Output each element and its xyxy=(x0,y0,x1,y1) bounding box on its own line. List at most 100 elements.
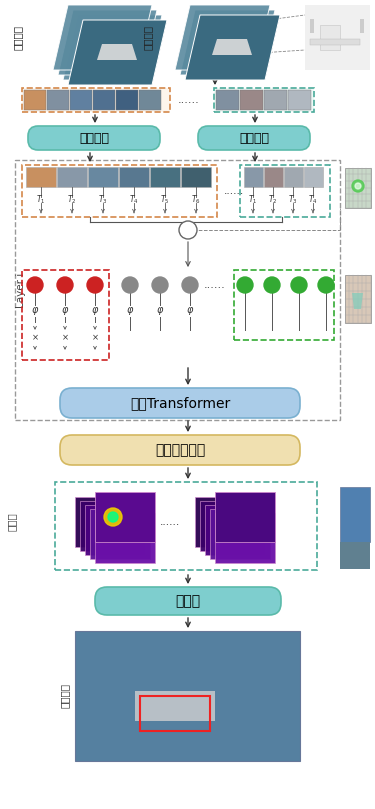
Bar xyxy=(116,90,138,110)
Polygon shape xyxy=(68,20,167,85)
FancyBboxPatch shape xyxy=(28,126,160,150)
Bar xyxy=(75,631,300,761)
Bar xyxy=(200,501,260,551)
Circle shape xyxy=(27,277,43,293)
Circle shape xyxy=(318,277,334,293)
Circle shape xyxy=(104,508,122,526)
Polygon shape xyxy=(97,44,137,60)
Bar xyxy=(85,505,145,555)
Text: $\times$: $\times$ xyxy=(91,333,99,343)
Text: $T_3$: $T_3$ xyxy=(288,193,298,206)
Circle shape xyxy=(352,180,364,192)
Text: $\varphi$: $\varphi$ xyxy=(156,305,164,317)
Bar xyxy=(140,696,210,731)
Bar xyxy=(360,19,364,33)
Bar xyxy=(304,167,323,187)
Text: $\varphi$: $\varphi$ xyxy=(126,305,134,317)
Text: 模板图像: 模板图像 xyxy=(13,24,23,49)
Bar xyxy=(70,90,92,110)
Bar xyxy=(95,492,155,542)
Polygon shape xyxy=(68,20,167,85)
Bar xyxy=(47,90,69,110)
Bar xyxy=(119,167,149,187)
Bar xyxy=(80,501,140,551)
Circle shape xyxy=(182,277,198,293)
Polygon shape xyxy=(175,5,270,70)
Text: 特征聚合模块: 特征聚合模块 xyxy=(155,443,205,457)
Circle shape xyxy=(57,277,73,293)
FancyBboxPatch shape xyxy=(198,126,310,150)
Text: $T_4$: $T_4$ xyxy=(308,193,318,206)
FancyBboxPatch shape xyxy=(95,587,281,615)
Polygon shape xyxy=(352,293,363,309)
Circle shape xyxy=(355,183,361,189)
Bar xyxy=(240,165,330,217)
Bar xyxy=(135,691,215,721)
Bar xyxy=(22,88,170,112)
Text: 补丁嵌入: 补丁嵌入 xyxy=(239,132,269,145)
FancyBboxPatch shape xyxy=(60,388,300,418)
Bar xyxy=(150,167,180,187)
Bar xyxy=(216,90,239,110)
Bar xyxy=(214,88,314,112)
Text: $T_2$: $T_2$ xyxy=(67,193,77,206)
Polygon shape xyxy=(212,39,252,55)
Bar xyxy=(244,167,263,187)
Text: $\varphi$: $\varphi$ xyxy=(91,305,99,317)
Text: ......: ...... xyxy=(160,517,180,527)
Text: $T_2$: $T_2$ xyxy=(268,193,278,206)
Text: ......: ...... xyxy=(224,186,244,196)
Bar xyxy=(181,167,211,187)
Bar xyxy=(240,90,263,110)
Bar xyxy=(205,505,265,555)
Circle shape xyxy=(122,277,138,293)
Bar xyxy=(340,542,370,569)
Bar xyxy=(310,39,360,45)
Bar xyxy=(95,513,155,563)
Polygon shape xyxy=(185,15,280,80)
Bar xyxy=(90,509,150,559)
Polygon shape xyxy=(180,10,275,75)
Bar xyxy=(195,497,255,547)
Text: $T_1$: $T_1$ xyxy=(248,193,258,206)
Polygon shape xyxy=(53,5,152,70)
Circle shape xyxy=(264,277,280,293)
Bar xyxy=(88,167,118,187)
Circle shape xyxy=(152,277,168,293)
Bar xyxy=(55,482,317,570)
Bar xyxy=(305,5,370,70)
Bar xyxy=(215,492,275,542)
Bar xyxy=(310,19,314,33)
Bar xyxy=(320,25,340,50)
Polygon shape xyxy=(58,10,157,75)
Bar xyxy=(26,167,56,187)
Text: $\varphi$: $\varphi$ xyxy=(186,305,194,317)
Text: $T_1$: $T_1$ xyxy=(36,193,46,206)
Text: $\varphi$: $\varphi$ xyxy=(61,305,69,317)
Circle shape xyxy=(108,512,118,522)
Text: $T_3$: $T_3$ xyxy=(98,193,108,206)
Bar xyxy=(345,275,371,323)
Polygon shape xyxy=(185,15,280,80)
FancyBboxPatch shape xyxy=(60,435,300,465)
Text: 视觉Transformer: 视觉Transformer xyxy=(130,396,230,410)
Text: 补丁嵌入: 补丁嵌入 xyxy=(79,132,109,145)
Circle shape xyxy=(179,221,197,239)
Bar xyxy=(139,90,161,110)
Bar xyxy=(234,270,334,340)
Text: 预测结果: 预测结果 xyxy=(60,684,70,709)
Polygon shape xyxy=(63,15,162,80)
Circle shape xyxy=(291,277,307,293)
Text: 预测头: 预测头 xyxy=(176,594,201,608)
Text: 特征层: 特征层 xyxy=(7,513,17,532)
Bar xyxy=(22,165,217,217)
Text: $T_4$: $T_4$ xyxy=(129,193,139,206)
Text: $\times$: $\times$ xyxy=(61,333,69,343)
Circle shape xyxy=(237,277,253,293)
Circle shape xyxy=(87,277,103,293)
Text: ......: ...... xyxy=(178,95,200,105)
Bar xyxy=(75,497,135,547)
Bar xyxy=(57,167,87,187)
Text: $\times$: $\times$ xyxy=(31,333,39,343)
Text: $\varphi$: $\varphi$ xyxy=(31,305,39,317)
